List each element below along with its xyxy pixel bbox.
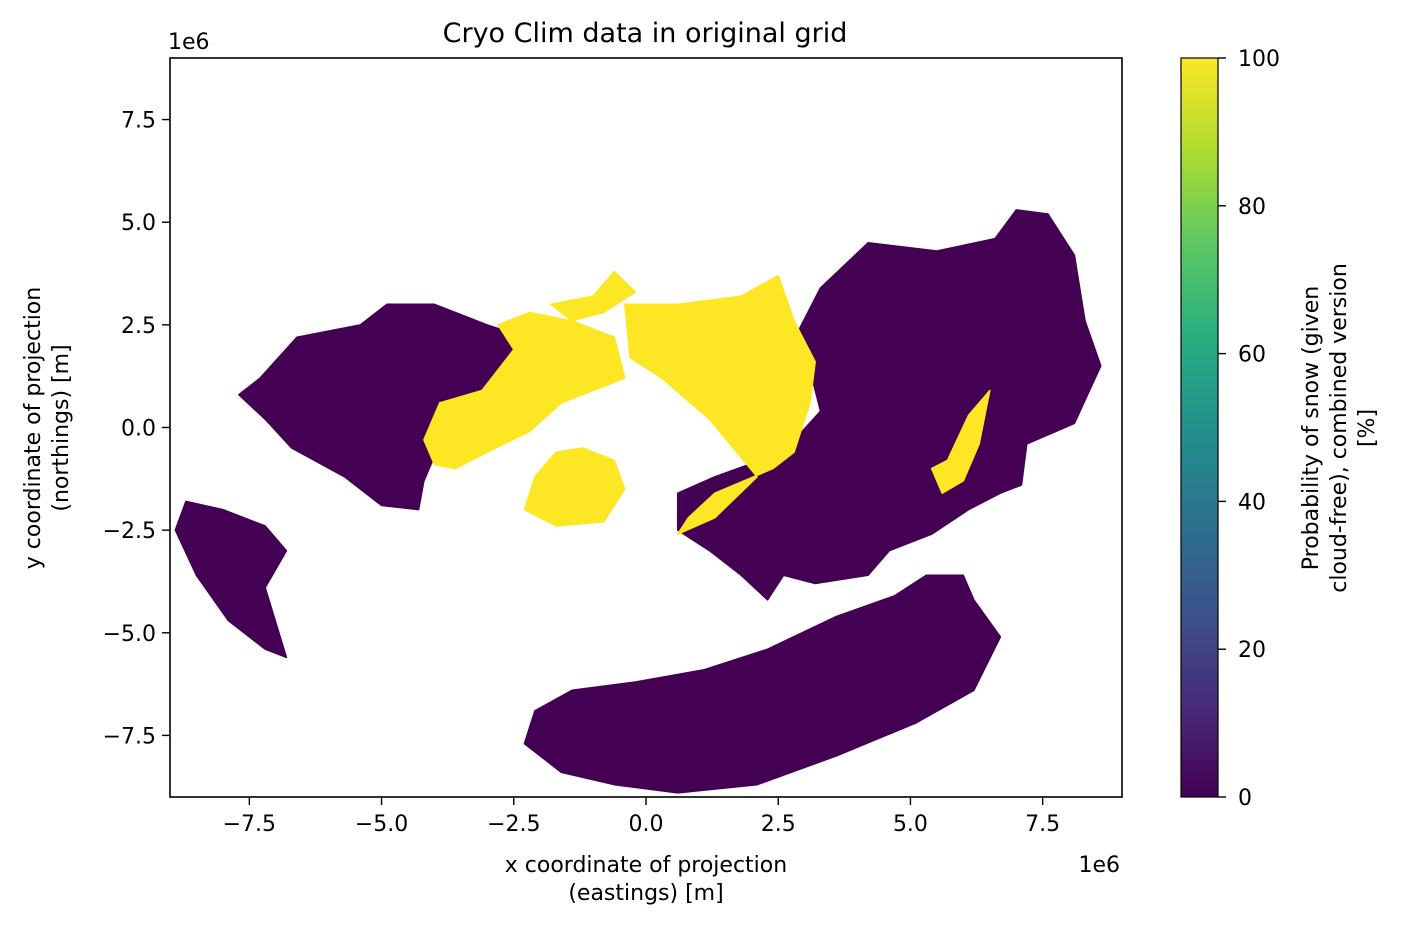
plot-area [174,209,1102,794]
y-tick-label: 7.5 [121,109,156,134]
chart-title: Cryo Clim data in original grid [443,18,848,49]
colorbar-label-line-1: Probability of snow (given [1299,286,1324,571]
x-tick-label: 0.0 [629,812,664,837]
colorbar-tick-label: 0 [1238,786,1252,811]
y-offset-label: 1e6 [168,30,210,55]
region-asia-mountain-snow [930,389,991,494]
region-greenland-ice [523,447,626,527]
colorbar-tick-label: 100 [1238,47,1280,72]
colorbar-tick-label: 40 [1238,490,1266,515]
x-tick-label: 2.5 [761,812,796,837]
x-axis-ticks: −7.5 −5.0 −2.5 0.0 2.5 5.0 7.5 [223,797,1060,837]
y-tick-label: −5.0 [103,622,156,647]
x-tick-label: 7.5 [1025,812,1060,837]
colorbar-tick-label: 80 [1238,195,1266,220]
x-tick-label: 5.0 [893,812,928,837]
y-axis-ticks: −7.5 −5.0 −2.5 0.0 2.5 5.0 7.5 [103,109,170,749]
colorbar-ticks: 0 20 40 60 80 100 [1218,47,1280,811]
y-tick-label: 0.0 [121,417,156,442]
region-siberia-snow [624,274,816,535]
x-tick-label: −5.0 [355,812,408,837]
y-tick-label: 2.5 [121,314,156,339]
x-axis-label-line-1: x coordinate of projection [505,853,787,878]
region-arctic-islands-snow [550,270,637,322]
x-axis-label-line-2: (eastings) [m] [568,881,723,906]
y-tick-label: −7.5 [103,724,156,749]
colorbar-label-line-2: cloud-free), combined version [1327,263,1352,593]
y-tick-label: 5.0 [121,211,156,236]
colorbar-tick-label: 20 [1238,638,1266,663]
x-offset-label: 1e6 [1078,853,1120,878]
y-axis-label-line-2: (northings) [m] [49,344,74,511]
colorbar-tick-label: 60 [1238,343,1266,368]
region-eurasia [676,209,1102,601]
x-tick-label: −7.5 [223,812,276,837]
region-africa [523,574,1002,794]
y-axis-label-line-1: y coordinate of projection [21,287,46,569]
colorbar [1180,57,1219,798]
region-south-america [174,500,288,659]
x-tick-label: −2.5 [487,812,540,837]
region-arctic-canada-snow [423,311,626,470]
y-tick-label: −2.5 [103,519,156,544]
colorbar-label-line-3: [%] [1355,409,1380,447]
